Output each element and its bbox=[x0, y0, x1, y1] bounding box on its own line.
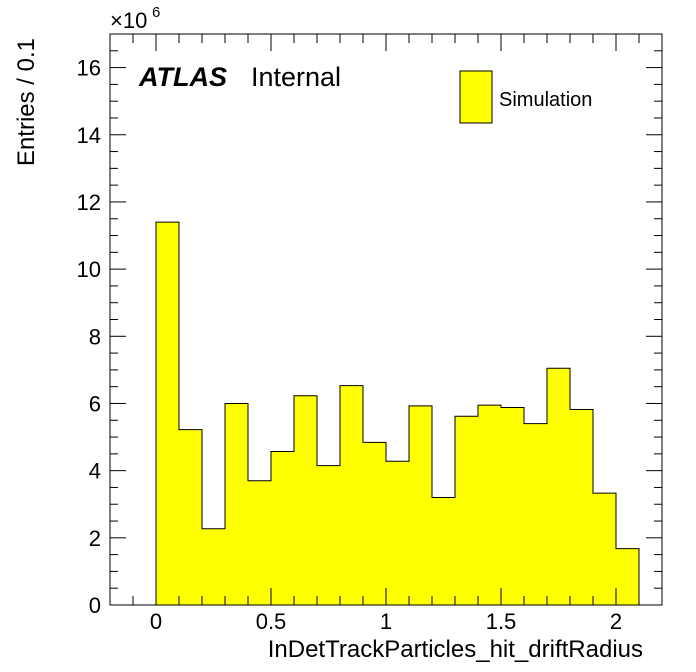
histogram-bar-0 bbox=[156, 222, 179, 605]
y-tick-label-6: 12 bbox=[77, 190, 101, 215]
histogram-bar-8 bbox=[340, 385, 363, 605]
histogram-outline bbox=[155, 221, 640, 605]
histogram-bar-11 bbox=[409, 405, 432, 605]
y-tick-label-5: 10 bbox=[77, 257, 101, 282]
histogram-bar-15 bbox=[501, 407, 524, 605]
histogram-bar-1 bbox=[179, 429, 202, 605]
histogram-bar-7 bbox=[317, 465, 340, 605]
y-tick-label-0: 0 bbox=[89, 593, 101, 618]
histogram-bar-19 bbox=[593, 493, 616, 605]
x-axis-label: InDetTrackParticles_hit_driftRadius bbox=[268, 636, 643, 663]
histogram-bar-6 bbox=[294, 395, 317, 605]
x-tick-label-2: 1 bbox=[380, 609, 392, 634]
x-tick-label-3: 1.5 bbox=[486, 609, 517, 634]
histogram-bars bbox=[155, 221, 640, 605]
histogram-bar-10 bbox=[386, 461, 409, 605]
histogram-bar-9 bbox=[363, 442, 386, 605]
histogram-bar-12 bbox=[432, 497, 455, 605]
y-tick-label-1: 2 bbox=[89, 526, 101, 551]
histogram-bar-3 bbox=[225, 403, 248, 605]
histogram-bar-4 bbox=[248, 480, 271, 605]
histogram-bar-13 bbox=[455, 416, 478, 605]
histogram-bar-20 bbox=[616, 548, 639, 605]
x-tick-label-0: 0 bbox=[150, 609, 162, 634]
tick-labels: 0 0.5 1 1.5 2 0 2 4 6 8 10 12 14 16 bbox=[77, 56, 623, 634]
legend-label-simulation: Simulation bbox=[499, 89, 592, 111]
y-multiplier-base: ×10 bbox=[110, 8, 147, 33]
axis-ticks bbox=[109, 33, 663, 606]
y-axis-label: Entries / 0.1 bbox=[13, 38, 40, 166]
histogram-bar-2 bbox=[202, 528, 225, 605]
y-tick-label-7: 14 bbox=[77, 123, 101, 148]
internal-label: Internal bbox=[251, 62, 341, 92]
x-tick-label-1: 0.5 bbox=[256, 609, 287, 634]
legend-swatch-simulation bbox=[459, 70, 493, 124]
histogram-bar-18 bbox=[570, 409, 593, 605]
histogram-bar-17 bbox=[547, 368, 570, 605]
y-tick-label-4: 8 bbox=[89, 324, 101, 349]
x-tick-label-4: 2 bbox=[610, 609, 622, 634]
histogram-bar-5 bbox=[271, 451, 294, 605]
atlas-label-group: ATLAS Internal bbox=[138, 62, 341, 92]
y-tick-label-2: 4 bbox=[89, 459, 101, 484]
y-tick-label-3: 6 bbox=[89, 391, 101, 416]
histogram-bar-14 bbox=[478, 405, 501, 605]
y-tick-label-8: 16 bbox=[77, 56, 101, 81]
y-axis-multiplier: ×10 6 bbox=[110, 4, 160, 33]
y-multiplier-exponent: 6 bbox=[152, 4, 160, 21]
atlas-label: ATLAS bbox=[138, 62, 227, 92]
legend: Simulation bbox=[459, 70, 592, 124]
histogram-bar-16 bbox=[524, 423, 547, 605]
